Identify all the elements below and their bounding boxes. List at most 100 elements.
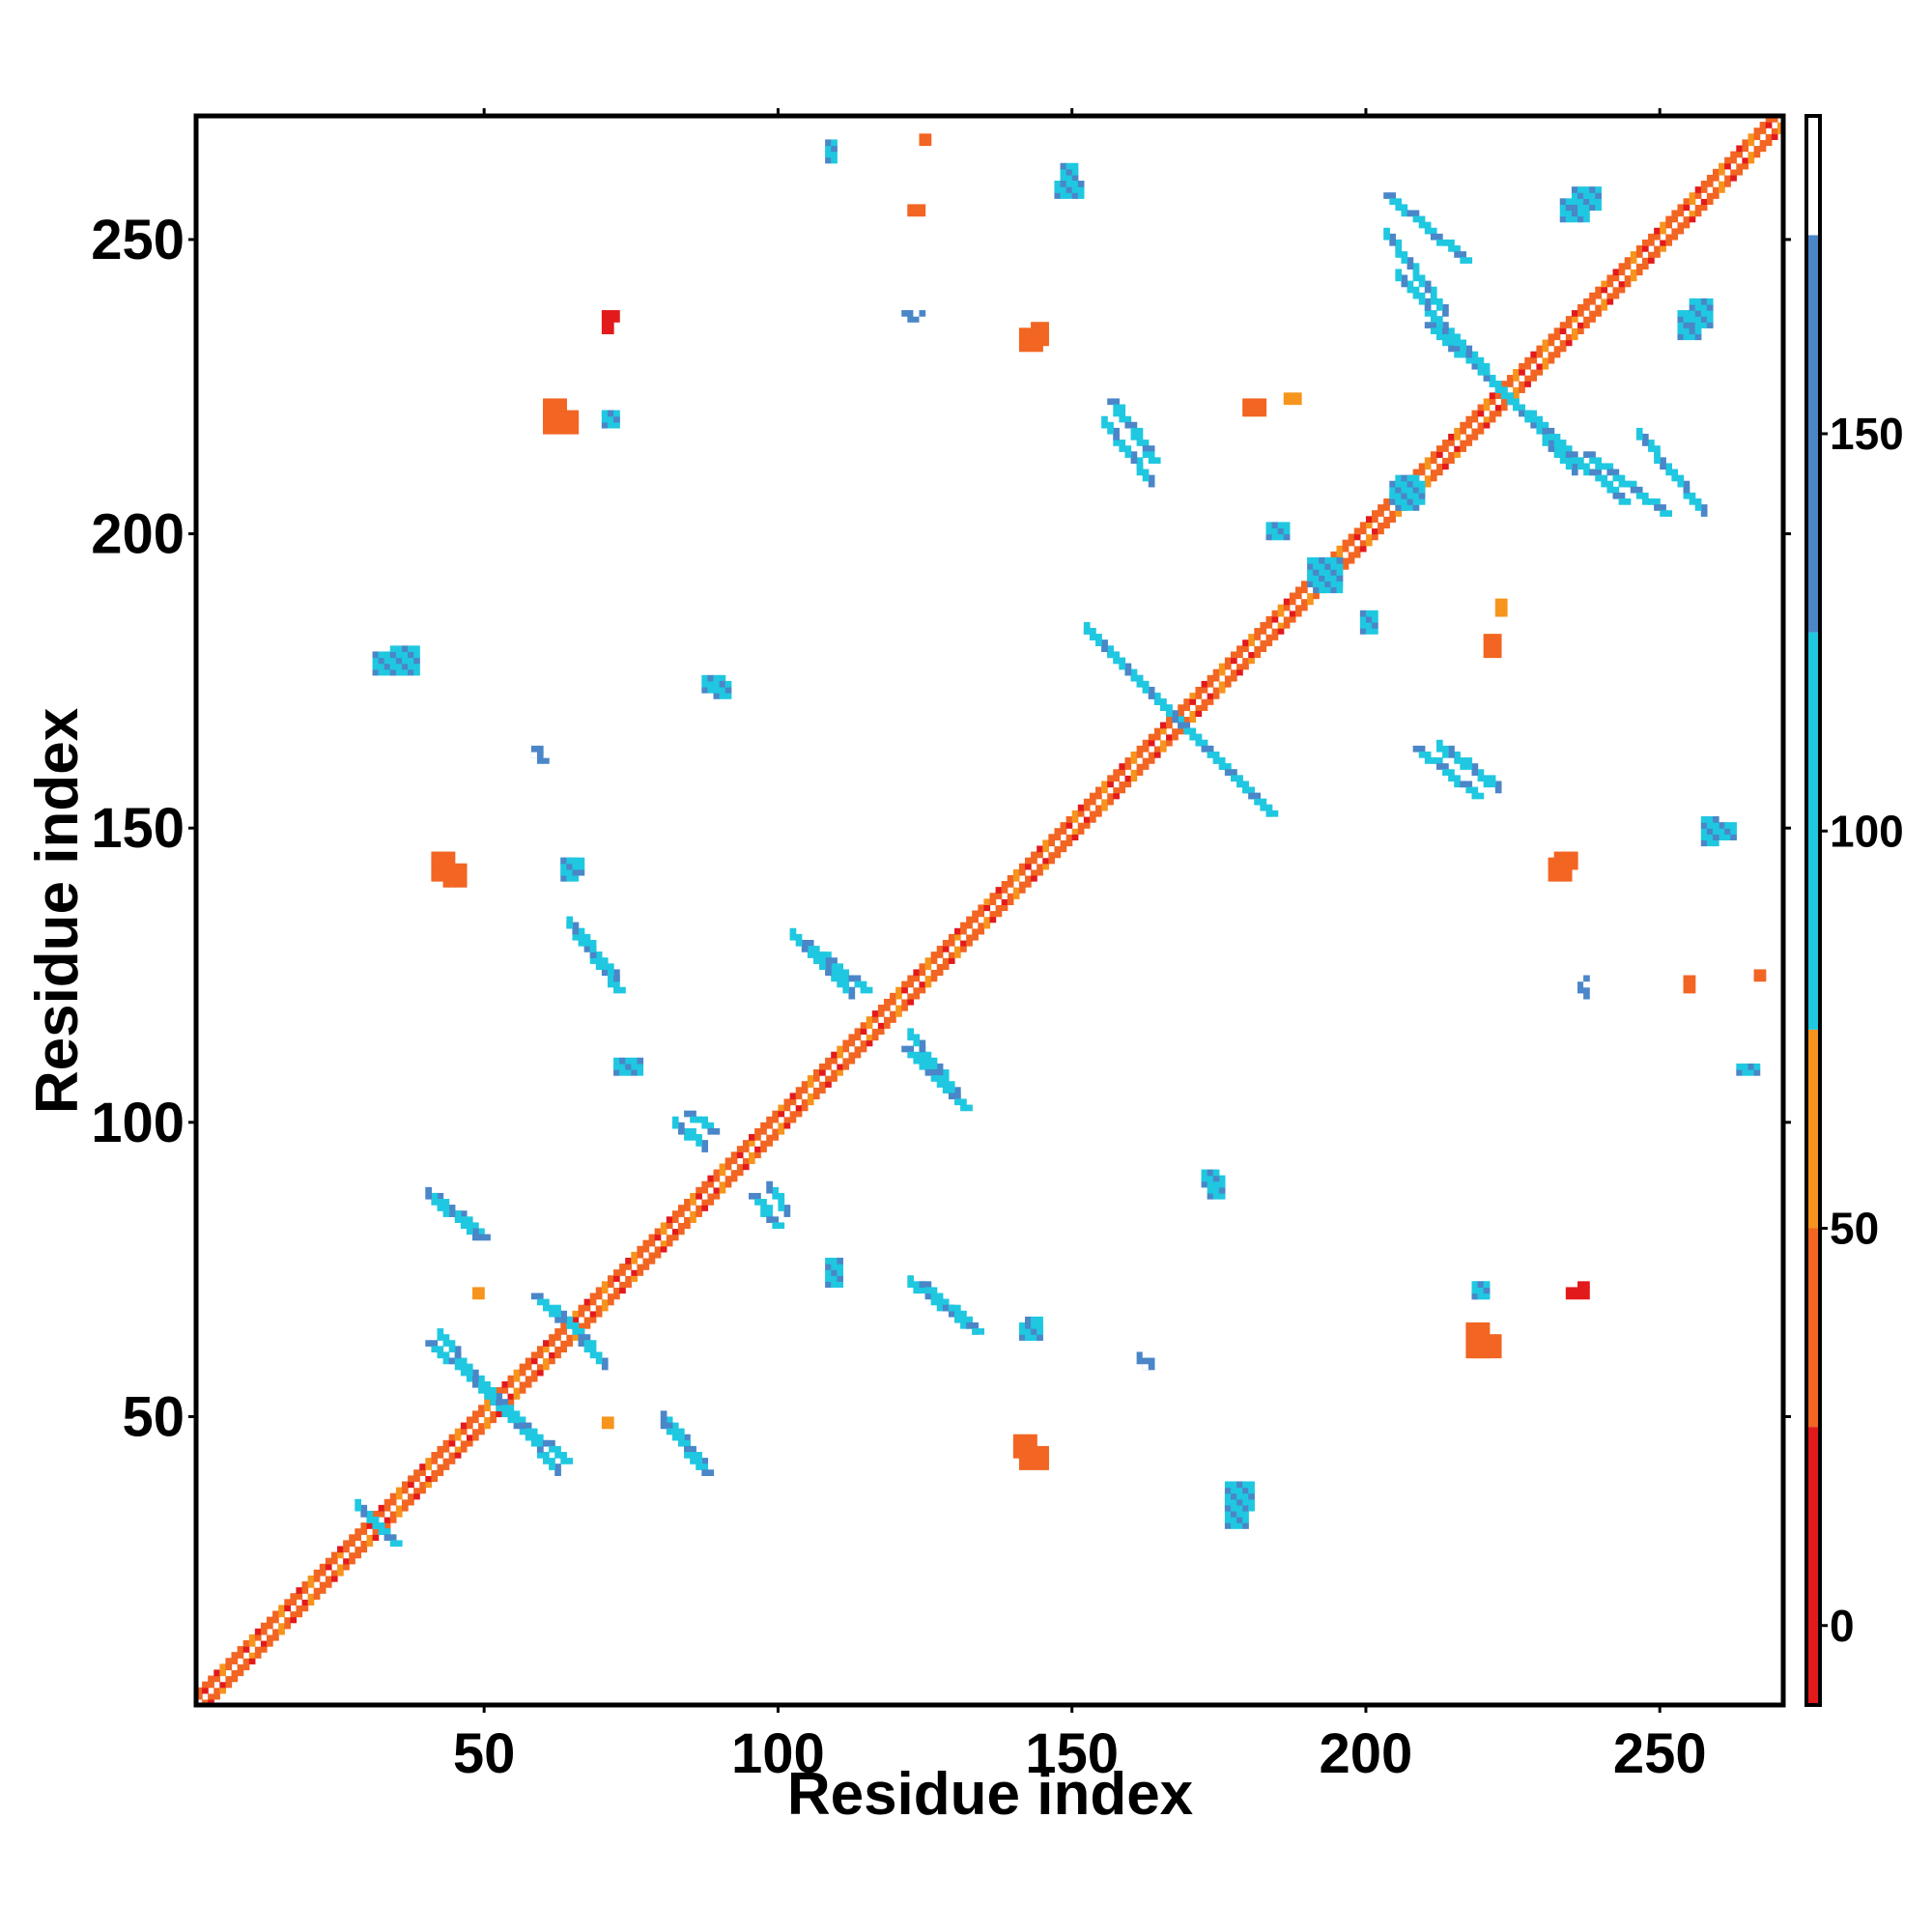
contact-cell [936,1063,944,1070]
diagonal-cell [225,1663,233,1671]
diagonal-cell [448,1439,456,1447]
diagonal-cell [736,1146,744,1152]
diagonal-cell [448,1458,456,1464]
diagonal-cell [1542,356,1549,364]
diagonal-cell [1595,298,1602,305]
contact-cell [972,1321,979,1329]
contact-cell [1395,239,1403,246]
diagonal-cell [1606,286,1614,294]
contact-cell [1025,1328,1032,1335]
diagonal-cell [1677,215,1685,223]
diagonal-cell [1553,327,1561,335]
contact-cell [560,868,567,876]
contact-cell [1624,480,1632,488]
contact-cell [924,1051,932,1059]
diagonal-cell [525,1357,532,1365]
diagonal-cell [543,1351,550,1359]
contact-cell [1553,445,1561,452]
contact-cell [1753,1063,1761,1070]
diagonal-cell [536,1351,544,1359]
diagonal-cell [754,1127,761,1135]
contact-cell [448,1346,456,1353]
diagonal-cell [1724,168,1731,176]
contact-cell [1424,221,1432,229]
contact-cell [1477,368,1485,376]
contact-cell [819,963,826,971]
y-tick-label: 200 [91,503,185,566]
diagonal-cell [819,1087,826,1094]
contact-cell [566,868,574,876]
contact-cell [1635,492,1643,499]
contact-cell [549,1310,555,1318]
contact-cell [807,946,814,952]
diagonal-cell [1583,322,1590,328]
diagonal-cell [1224,657,1232,665]
contact-cell [1025,339,1032,347]
diagonal-cell [960,946,967,952]
diagonal-cell [1524,362,1531,370]
contact-cell [1395,251,1403,258]
contact-cell [1401,257,1408,264]
diagonal-cell [349,1540,355,1548]
contact-cell [1148,451,1155,458]
diagonal-cell [525,1363,532,1371]
diagonal-cell [1524,375,1531,382]
diagonal-cell [1283,621,1291,629]
diagonal-cell [1747,151,1755,158]
contact-cell [454,1357,462,1365]
contact-cell [1018,1321,1026,1329]
contact-cell [1430,310,1437,317]
diagonal-cell [1630,251,1637,258]
diagonal-cell [713,1186,721,1194]
contact-cell [1124,663,1132,670]
contact-cell [1119,657,1126,665]
diagonal-cell [713,1175,721,1182]
contact-cell [1477,792,1485,800]
diagonal-cell [707,1186,715,1194]
contact-cell [1483,1334,1491,1341]
diagonal-cell [1136,763,1144,770]
contact-cell [1418,752,1426,758]
contact-cell [919,1287,926,1294]
contact-cell [948,1081,955,1088]
diagonal-cell [1719,162,1725,170]
diagonal-cell [1136,757,1144,764]
colorbar-tick-label: 50 [1830,1204,1879,1254]
diagonal-cell [1166,722,1173,729]
diagonal-cell [1435,451,1443,458]
diagonal-cell [666,1239,673,1247]
contact-cell [1236,1492,1243,1500]
contact-cell [595,1357,603,1365]
contact-cell [1224,1522,1232,1529]
contact-cell [1389,192,1396,199]
contact-cell [1230,1504,1237,1512]
diagonal-cell [389,1504,397,1512]
contact-cell [749,1192,755,1200]
diagonal-cell [1353,545,1361,553]
diagonal-cell [1612,286,1620,294]
diagonal-cell [1289,615,1296,623]
contact-cell [1025,327,1032,335]
diagonal-cell [267,1622,273,1630]
contact-cell [472,1369,479,1377]
contact-cell [919,1039,926,1047]
contact-cell [384,657,391,665]
contact-cell [1454,251,1461,258]
contact-cell [607,316,614,323]
diagonal-cell [1524,381,1531,387]
diagonal-cell [425,1481,433,1489]
diagonal-cell [1218,668,1226,676]
diagonal-cell [237,1646,244,1653]
contact-cell [1142,1351,1150,1359]
contact-cell [1536,415,1544,423]
diagonal-cell [1671,215,1679,223]
diagonal-cell [1207,693,1214,699]
contact-cell [1401,251,1408,258]
diagonal-cell [654,1239,662,1247]
contact-cell [1401,504,1408,511]
contact-cell [1689,298,1696,305]
diagonal-cell [1553,333,1561,341]
diagonal-cell [1589,310,1596,317]
contact-cell [460,1363,468,1371]
diagonal-cell [837,1069,843,1076]
